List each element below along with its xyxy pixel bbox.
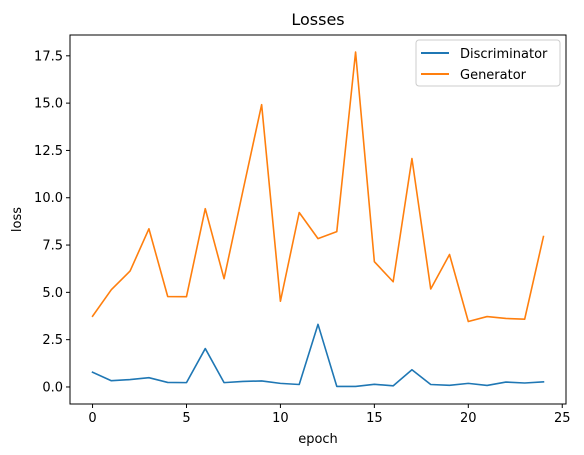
plot-area-frame bbox=[69, 34, 567, 405]
y-axis-label: loss bbox=[10, 207, 25, 232]
generator-line bbox=[91, 51, 545, 323]
x-tick-label: 15 bbox=[366, 411, 383, 426]
y-tick-label: 15.0 bbox=[34, 97, 63, 112]
x-tick-label: 20 bbox=[460, 411, 477, 426]
x-tick-label: 0 bbox=[88, 411, 96, 426]
y-tick-label: 5.0 bbox=[42, 286, 63, 301]
y-tick-label: 17.5 bbox=[34, 49, 63, 64]
x-axis-ticks: 0 5 10 15 20 25 bbox=[88, 404, 571, 426]
y-tick-label: 2.5 bbox=[42, 333, 63, 348]
x-tick-label: 10 bbox=[272, 411, 289, 426]
y-axis-ticks: 0.0 2.5 5.0 7.5 10.0 12.5 15.0 17.5 bbox=[34, 49, 70, 395]
y-tick-label: 10.0 bbox=[34, 191, 63, 206]
y-tick-label: 7.5 bbox=[42, 239, 63, 254]
y-tick-label: 0.0 bbox=[42, 380, 63, 395]
legend-label-discriminator: Discriminator bbox=[460, 47, 548, 62]
y-tick-label: 12.5 bbox=[34, 144, 63, 159]
x-axis-label: epoch bbox=[298, 432, 338, 447]
chart-title: Losses bbox=[291, 10, 344, 29]
x-tick-label: 5 bbox=[182, 411, 190, 426]
legend-label-generator: Generator bbox=[460, 68, 527, 83]
legend: Discriminator Generator bbox=[415, 39, 561, 87]
x-tick-label: 25 bbox=[554, 411, 571, 426]
series-lines bbox=[91, 51, 545, 388]
legend-box bbox=[415, 39, 561, 87]
discriminator-line bbox=[91, 323, 545, 388]
